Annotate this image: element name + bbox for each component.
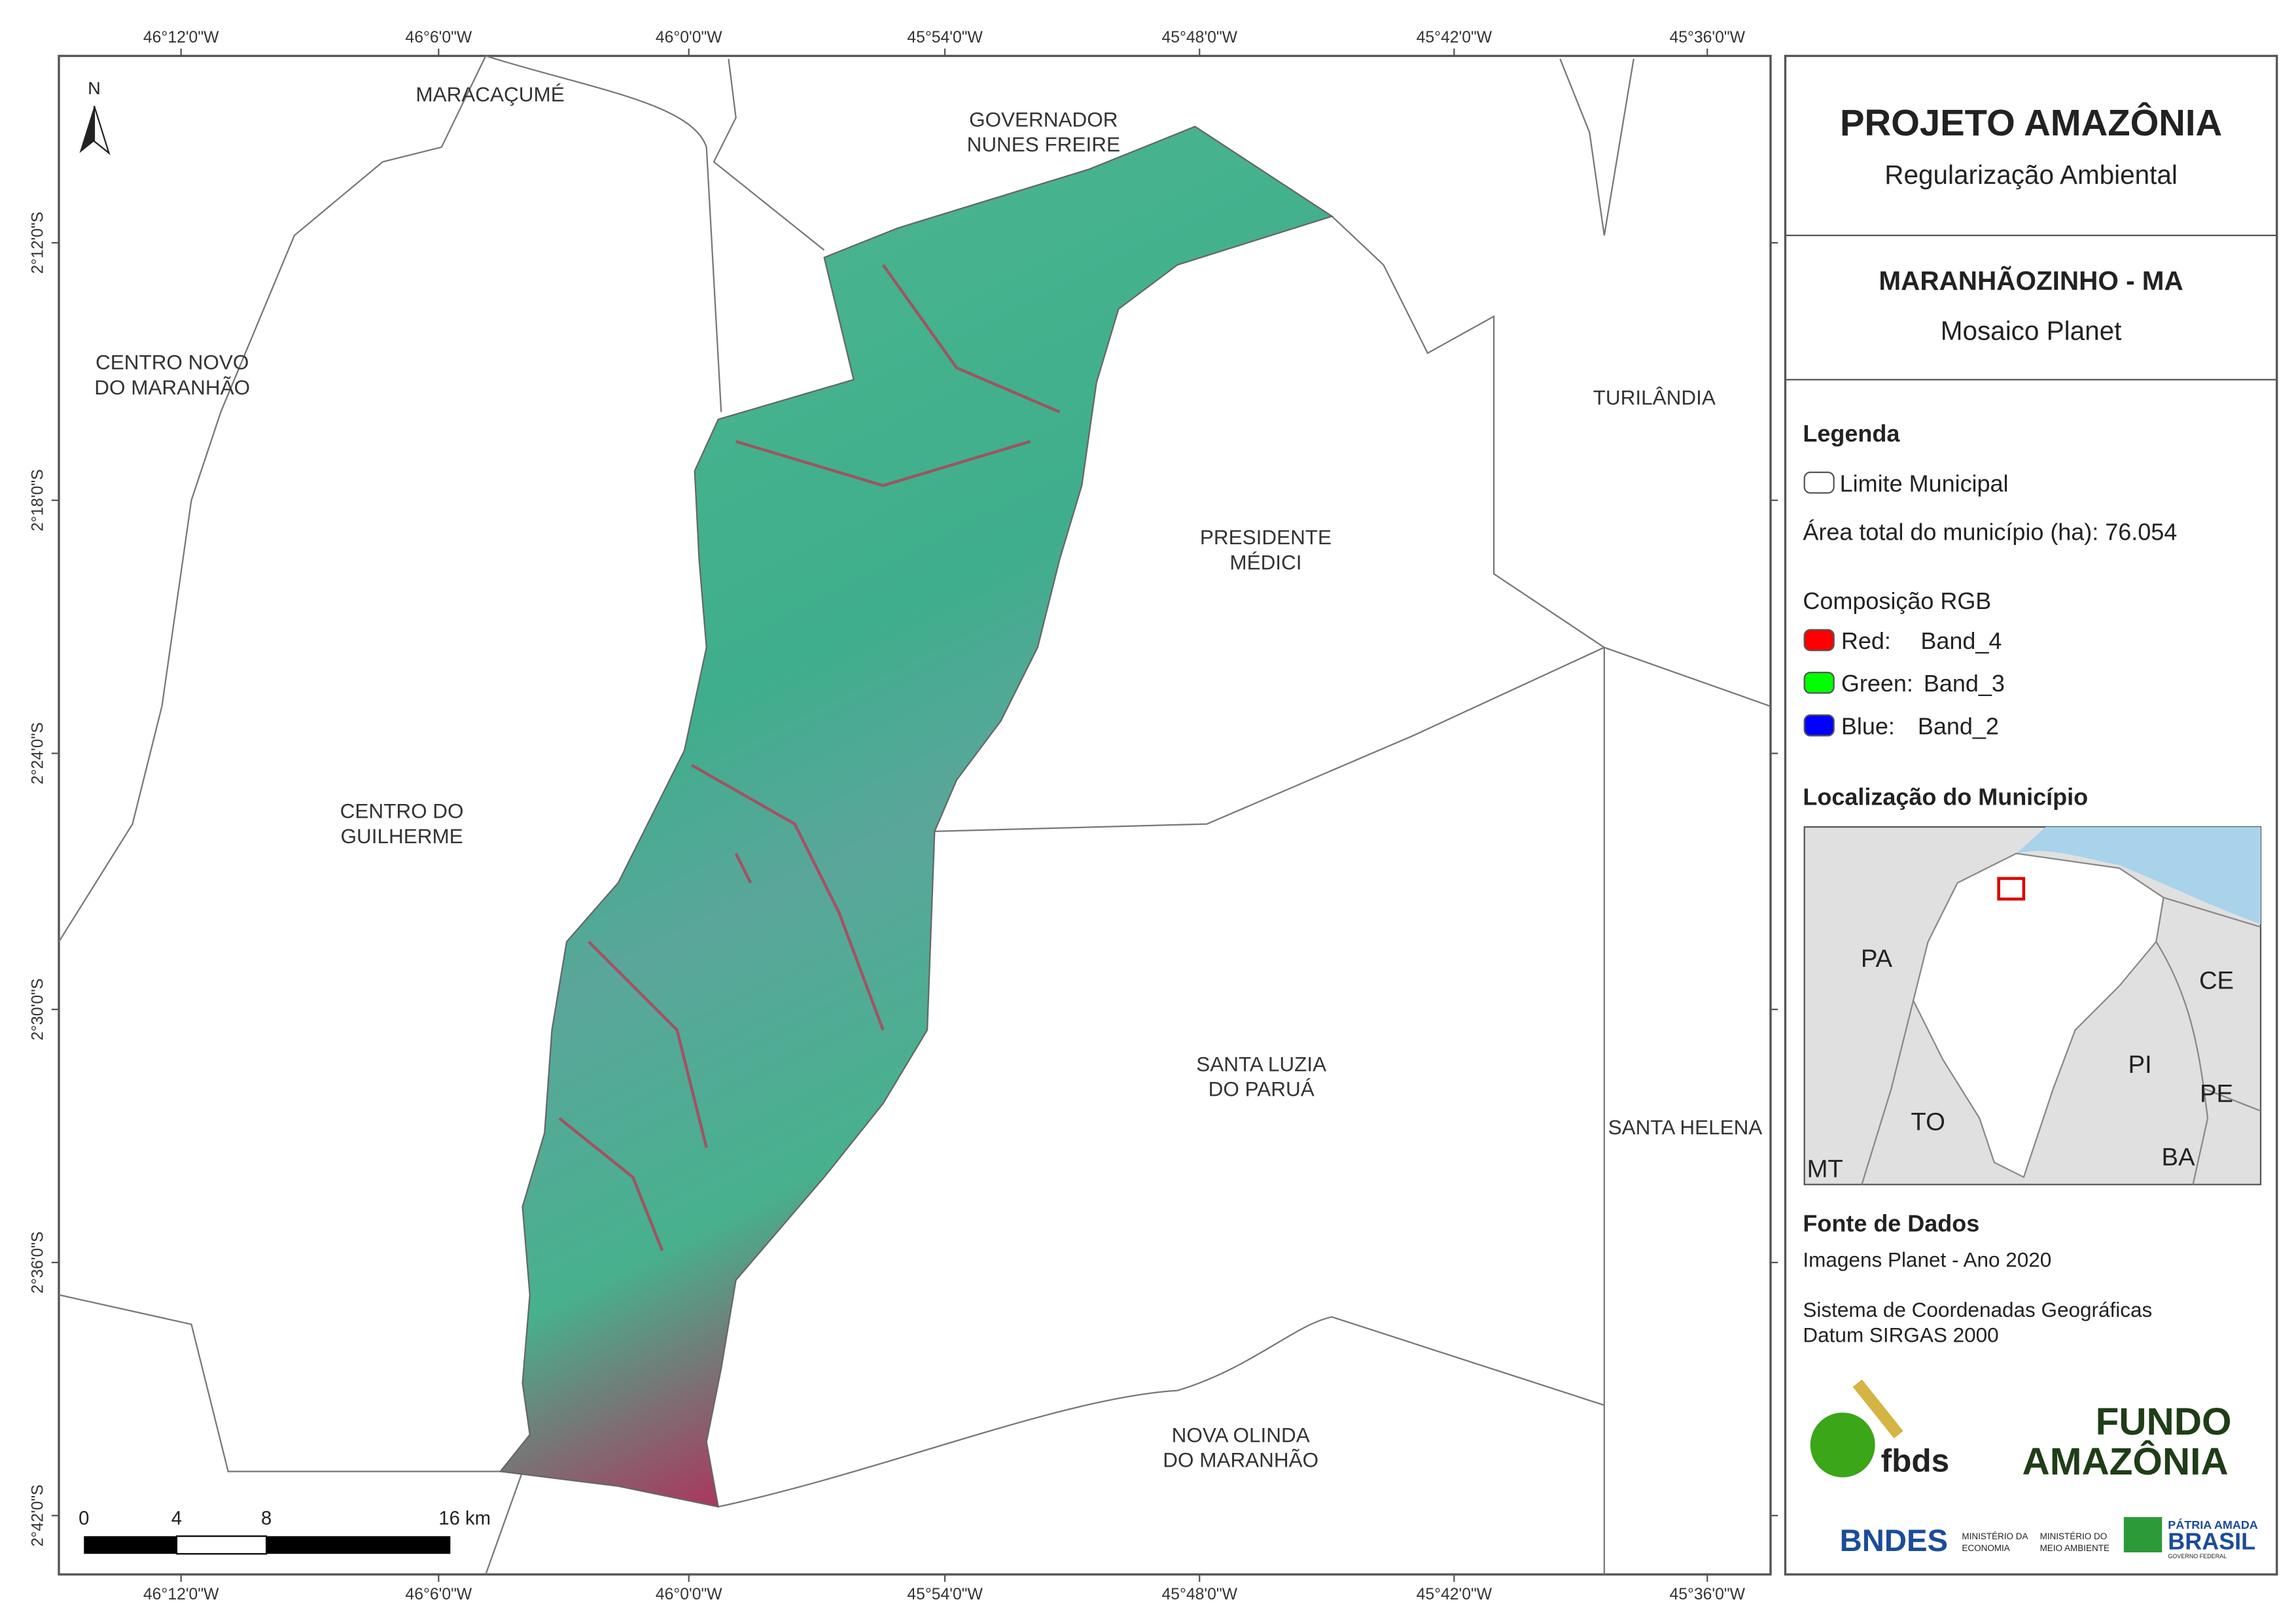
- lat-label: 2°42'0"S: [29, 1484, 46, 1546]
- inset-labels: PA CE PI PE TO BA MT: [1807, 945, 2234, 1183]
- lon-label: 45°42'0"W: [1417, 29, 1492, 46]
- legend-swatch: [1803, 629, 1835, 652]
- scale-label: 8: [261, 1508, 272, 1529]
- imagery-texture: [558, 264, 1061, 1251]
- municipality-label: CENTRO NOVO: [96, 351, 249, 374]
- municipality-label: MARACAÇUMÉ: [415, 82, 564, 106]
- logo-ministry: MEIO AMBIENTE: [2040, 1543, 2110, 1553]
- lon-label: 46°6'0"W: [405, 1586, 472, 1603]
- inset-map: [1803, 826, 2262, 1185]
- logo-ministry: MINISTÉRIO DA: [1962, 1531, 2028, 1541]
- state-label: CE: [2199, 967, 2234, 995]
- coordinate-labels: 46°12'0"W 46°12'0"W 46°6'0"W 46°6'0"W 46°0'0…: [29, 29, 1778, 1603]
- municipality-label: SANTA LUZIA: [1196, 1053, 1326, 1076]
- logos: fbds FUNDO AMAZÔNIA BNDES MINISTÉRIO DA …: [1810, 1379, 2258, 1560]
- logo-fbds: fbds: [1881, 1442, 1949, 1478]
- logo-fundo: AMAZÔNIA: [2022, 1439, 2229, 1483]
- logo-ministry: MINISTÉRIO DO: [2040, 1531, 2108, 1541]
- lat-label: 2°18'0"S: [29, 469, 46, 531]
- band-channel: Red:: [1841, 627, 1891, 654]
- municipality-label: GOVERNADOR: [969, 107, 1118, 131]
- band-channel: Blue:: [1841, 712, 1895, 739]
- band-channel: Green:: [1841, 670, 1913, 697]
- lon-label: 46°0'0"W: [656, 29, 722, 46]
- scale-label: 16 km: [438, 1508, 491, 1529]
- band-name: Band_4: [1920, 627, 2002, 654]
- lat-label: 2°30'0"S: [29, 979, 46, 1041]
- lon-label: 45°54'0"W: [907, 29, 983, 46]
- lon-label: 46°0'0"W: [656, 1586, 722, 1603]
- source-line: Imagens Planet - Ano 2020: [1803, 1248, 2051, 1272]
- lat-label: 2°36'0"S: [29, 1231, 46, 1293]
- legend-area: Área total do município (ha): 76.054: [1803, 519, 2177, 546]
- map-frame: N 0 4 8 16 km: [58, 54, 1772, 1576]
- lon-label: 45°48'0"W: [1161, 1586, 1237, 1603]
- logo-fundo: FUNDO: [2096, 1401, 2232, 1443]
- state-label: MT: [1807, 1155, 1843, 1183]
- lon-label: 46°6'0"W: [405, 29, 472, 46]
- location-heading: Localização do Município: [1803, 783, 2088, 810]
- legend-swatch: [1803, 714, 1835, 737]
- scale-bar: [84, 1535, 451, 1555]
- municipality-label: MÉDICI: [1229, 550, 1301, 574]
- state-label: TO: [1911, 1108, 1945, 1136]
- rgb-heading: Composição RGB: [1803, 587, 1991, 614]
- lon-label: 46°12'0"W: [143, 29, 219, 46]
- logo-bndes: BNDES: [1840, 1524, 1948, 1558]
- lon-label: 46°12'0"W: [143, 1586, 219, 1603]
- state-label: PI: [2128, 1051, 2151, 1079]
- lat-label: 2°24'0"S: [29, 722, 46, 784]
- north-arrow: [79, 105, 111, 156]
- municipality-label: DO PARUÁ: [1209, 1077, 1315, 1101]
- municipality-label: NOVA OLINDA: [1172, 1423, 1310, 1446]
- municipality-label: PRESIDENTE: [1200, 525, 1332, 549]
- municipality-label: TURILÂNDIA: [1593, 386, 1716, 410]
- lon-label: 45°36'0"W: [1669, 1586, 1745, 1603]
- lon-label: 45°42'0"W: [1417, 1586, 1492, 1603]
- logo-patria: PÁTRIA AMADA: [2168, 1518, 2258, 1531]
- state-label: PE: [2200, 1080, 2233, 1108]
- municipality-label: NUNES FREIRE: [967, 133, 1120, 156]
- logo-patria: BRASIL: [2168, 1528, 2255, 1555]
- municipality-label: DO MARANHÃO: [1163, 1448, 1318, 1472]
- source-line: Datum SIRGAS 2000: [1803, 1323, 1998, 1346]
- scale-label: 0: [79, 1508, 89, 1529]
- municipality-label: GUILHERME: [341, 824, 463, 848]
- scale-label: 4: [171, 1508, 182, 1529]
- side-panel: PROJETO AMAZÔNIA Regularização Ambiental…: [1784, 54, 2278, 1576]
- source-line: Sistema de Coordenadas Geográficas: [1803, 1298, 2152, 1321]
- area-product: Mosaico Planet: [1941, 316, 2122, 346]
- subtitle: Regularização Ambiental: [1884, 160, 2178, 190]
- band-name: Band_2: [1918, 712, 1999, 739]
- area-name: MARANHÃOZINHO - MA: [1879, 266, 2183, 296]
- legend-heading: Legenda: [1803, 420, 1900, 447]
- municipality-image: [499, 126, 1334, 1508]
- logo-patria: GOVERNO FEDERAL: [2168, 1553, 2227, 1560]
- legend-swatch: [1803, 671, 1835, 694]
- lon-label: 45°36'0"W: [1669, 29, 1745, 46]
- lon-label: 45°48'0"W: [1161, 29, 1237, 46]
- municipal-boundaries: [58, 55, 1771, 1575]
- title: PROJETO AMAZÔNIA: [1840, 102, 2222, 143]
- state-label: PA: [1861, 945, 1893, 973]
- lon-label: 45°54'0"W: [907, 1586, 983, 1603]
- source-heading: Fonte de Dados: [1803, 1210, 1979, 1237]
- municipality-label: SANTA HELENA: [1608, 1115, 1763, 1139]
- legend-item: Limite Municipal: [1840, 470, 2009, 497]
- north-label: N: [88, 79, 101, 98]
- logo-ministry: ECONOMIA: [1962, 1543, 2009, 1553]
- lat-label: 2°12'0"S: [29, 212, 46, 274]
- state-label: BA: [2162, 1143, 2195, 1171]
- legend-swatch: [1803, 471, 1835, 494]
- municipality-label: CENTRO DO: [340, 799, 464, 823]
- band-name: Band_3: [1924, 670, 2005, 697]
- municipality-label: DO MARANHÃO: [94, 375, 250, 399]
